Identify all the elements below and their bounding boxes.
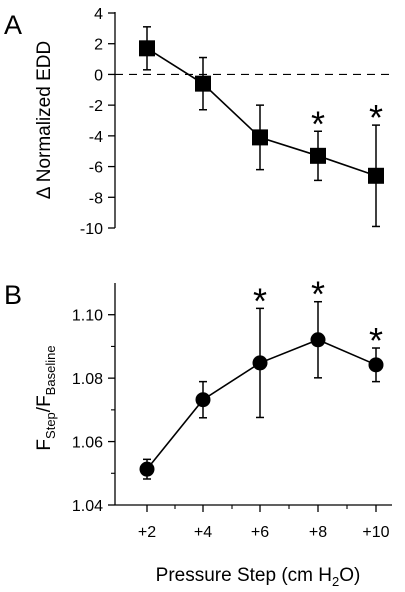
panel-a-error-bars xyxy=(143,26,380,228)
panel-b-markers xyxy=(139,332,384,477)
panel-a-significance-stars: * * xyxy=(311,97,383,144)
panel-a-label: A xyxy=(4,10,22,40)
panel-b: B 1.10 1.08 1.06 1.04 +2 +4 +6 +8 +10 * * * FStep… xyxy=(4,274,392,589)
significance-star: * xyxy=(369,97,383,138)
panel-b-error-bars xyxy=(143,300,380,480)
y-tick-label: 1.04 xyxy=(72,498,103,515)
y-label-f: F xyxy=(34,439,55,451)
x-axis-label: Pressure Step (cm H2O) xyxy=(156,565,361,589)
y-tick-label: 1.06 xyxy=(72,435,103,452)
panel-b-x-ticks: +2 +4 +6 +8 +10 xyxy=(138,505,390,541)
y-label-sep: /F xyxy=(34,395,55,412)
panel-b-significance-stars: * * * xyxy=(253,274,383,361)
y-tick-label: 0 xyxy=(94,67,103,84)
x-tick-label: +10 xyxy=(362,524,389,541)
significance-star: * xyxy=(311,103,325,144)
data-point-square xyxy=(195,75,211,92)
x-label-end: O) xyxy=(339,565,360,586)
x-tick-label: +4 xyxy=(194,524,212,541)
panel-b-y-label: FStep/FBaseline xyxy=(34,345,58,450)
data-point-circle xyxy=(368,357,384,373)
y-tick-label: 2 xyxy=(94,37,103,54)
x-label-main: Pressure Step (cm H xyxy=(156,565,332,586)
x-tick-label: +6 xyxy=(251,524,269,541)
y-label-sub-baseline: Baseline xyxy=(43,345,58,395)
panel-b-y-ticks: 1.10 1.08 1.06 1.04 xyxy=(72,308,115,515)
data-point-circle xyxy=(252,355,268,371)
data-point-square xyxy=(310,147,326,164)
panel-b-label: B xyxy=(4,280,22,310)
data-point-square xyxy=(252,129,268,146)
data-point-circle xyxy=(195,392,211,408)
x-tick-label: +8 xyxy=(309,524,327,541)
panel-a-y-label: Δ Normalized EDD xyxy=(34,41,55,199)
y-tick-label: -2 xyxy=(89,98,103,115)
y-tick-label: -10 xyxy=(80,221,103,238)
data-point-square xyxy=(368,167,384,184)
data-point-circle xyxy=(310,332,326,348)
y-tick-label: -8 xyxy=(89,190,103,207)
significance-star: * xyxy=(253,280,267,321)
significance-star: * xyxy=(369,320,383,361)
y-tick-label: 4 xyxy=(94,6,103,23)
x-tick-label: +2 xyxy=(138,524,156,541)
data-point-square xyxy=(139,40,155,57)
y-tick-label: 1.10 xyxy=(72,308,103,325)
significance-star: * xyxy=(311,274,325,315)
y-label-sub-step: Step xyxy=(43,412,58,439)
y-tick-label: -4 xyxy=(89,129,103,146)
data-point-circle xyxy=(139,461,155,477)
y-tick-label: -6 xyxy=(89,160,103,177)
x-label-sub: 2 xyxy=(332,574,339,589)
panel-a-series-line xyxy=(146,47,377,177)
panel-a-y-ticks: 4 2 0 -2 -4 -6 -8 -10 xyxy=(80,6,115,238)
panel-a: A 420-2-4-6-8-10 * * Δ Normalized EDD xyxy=(4,6,392,238)
panel-a-markers xyxy=(139,40,384,184)
y-tick-label: 1.08 xyxy=(72,371,103,388)
